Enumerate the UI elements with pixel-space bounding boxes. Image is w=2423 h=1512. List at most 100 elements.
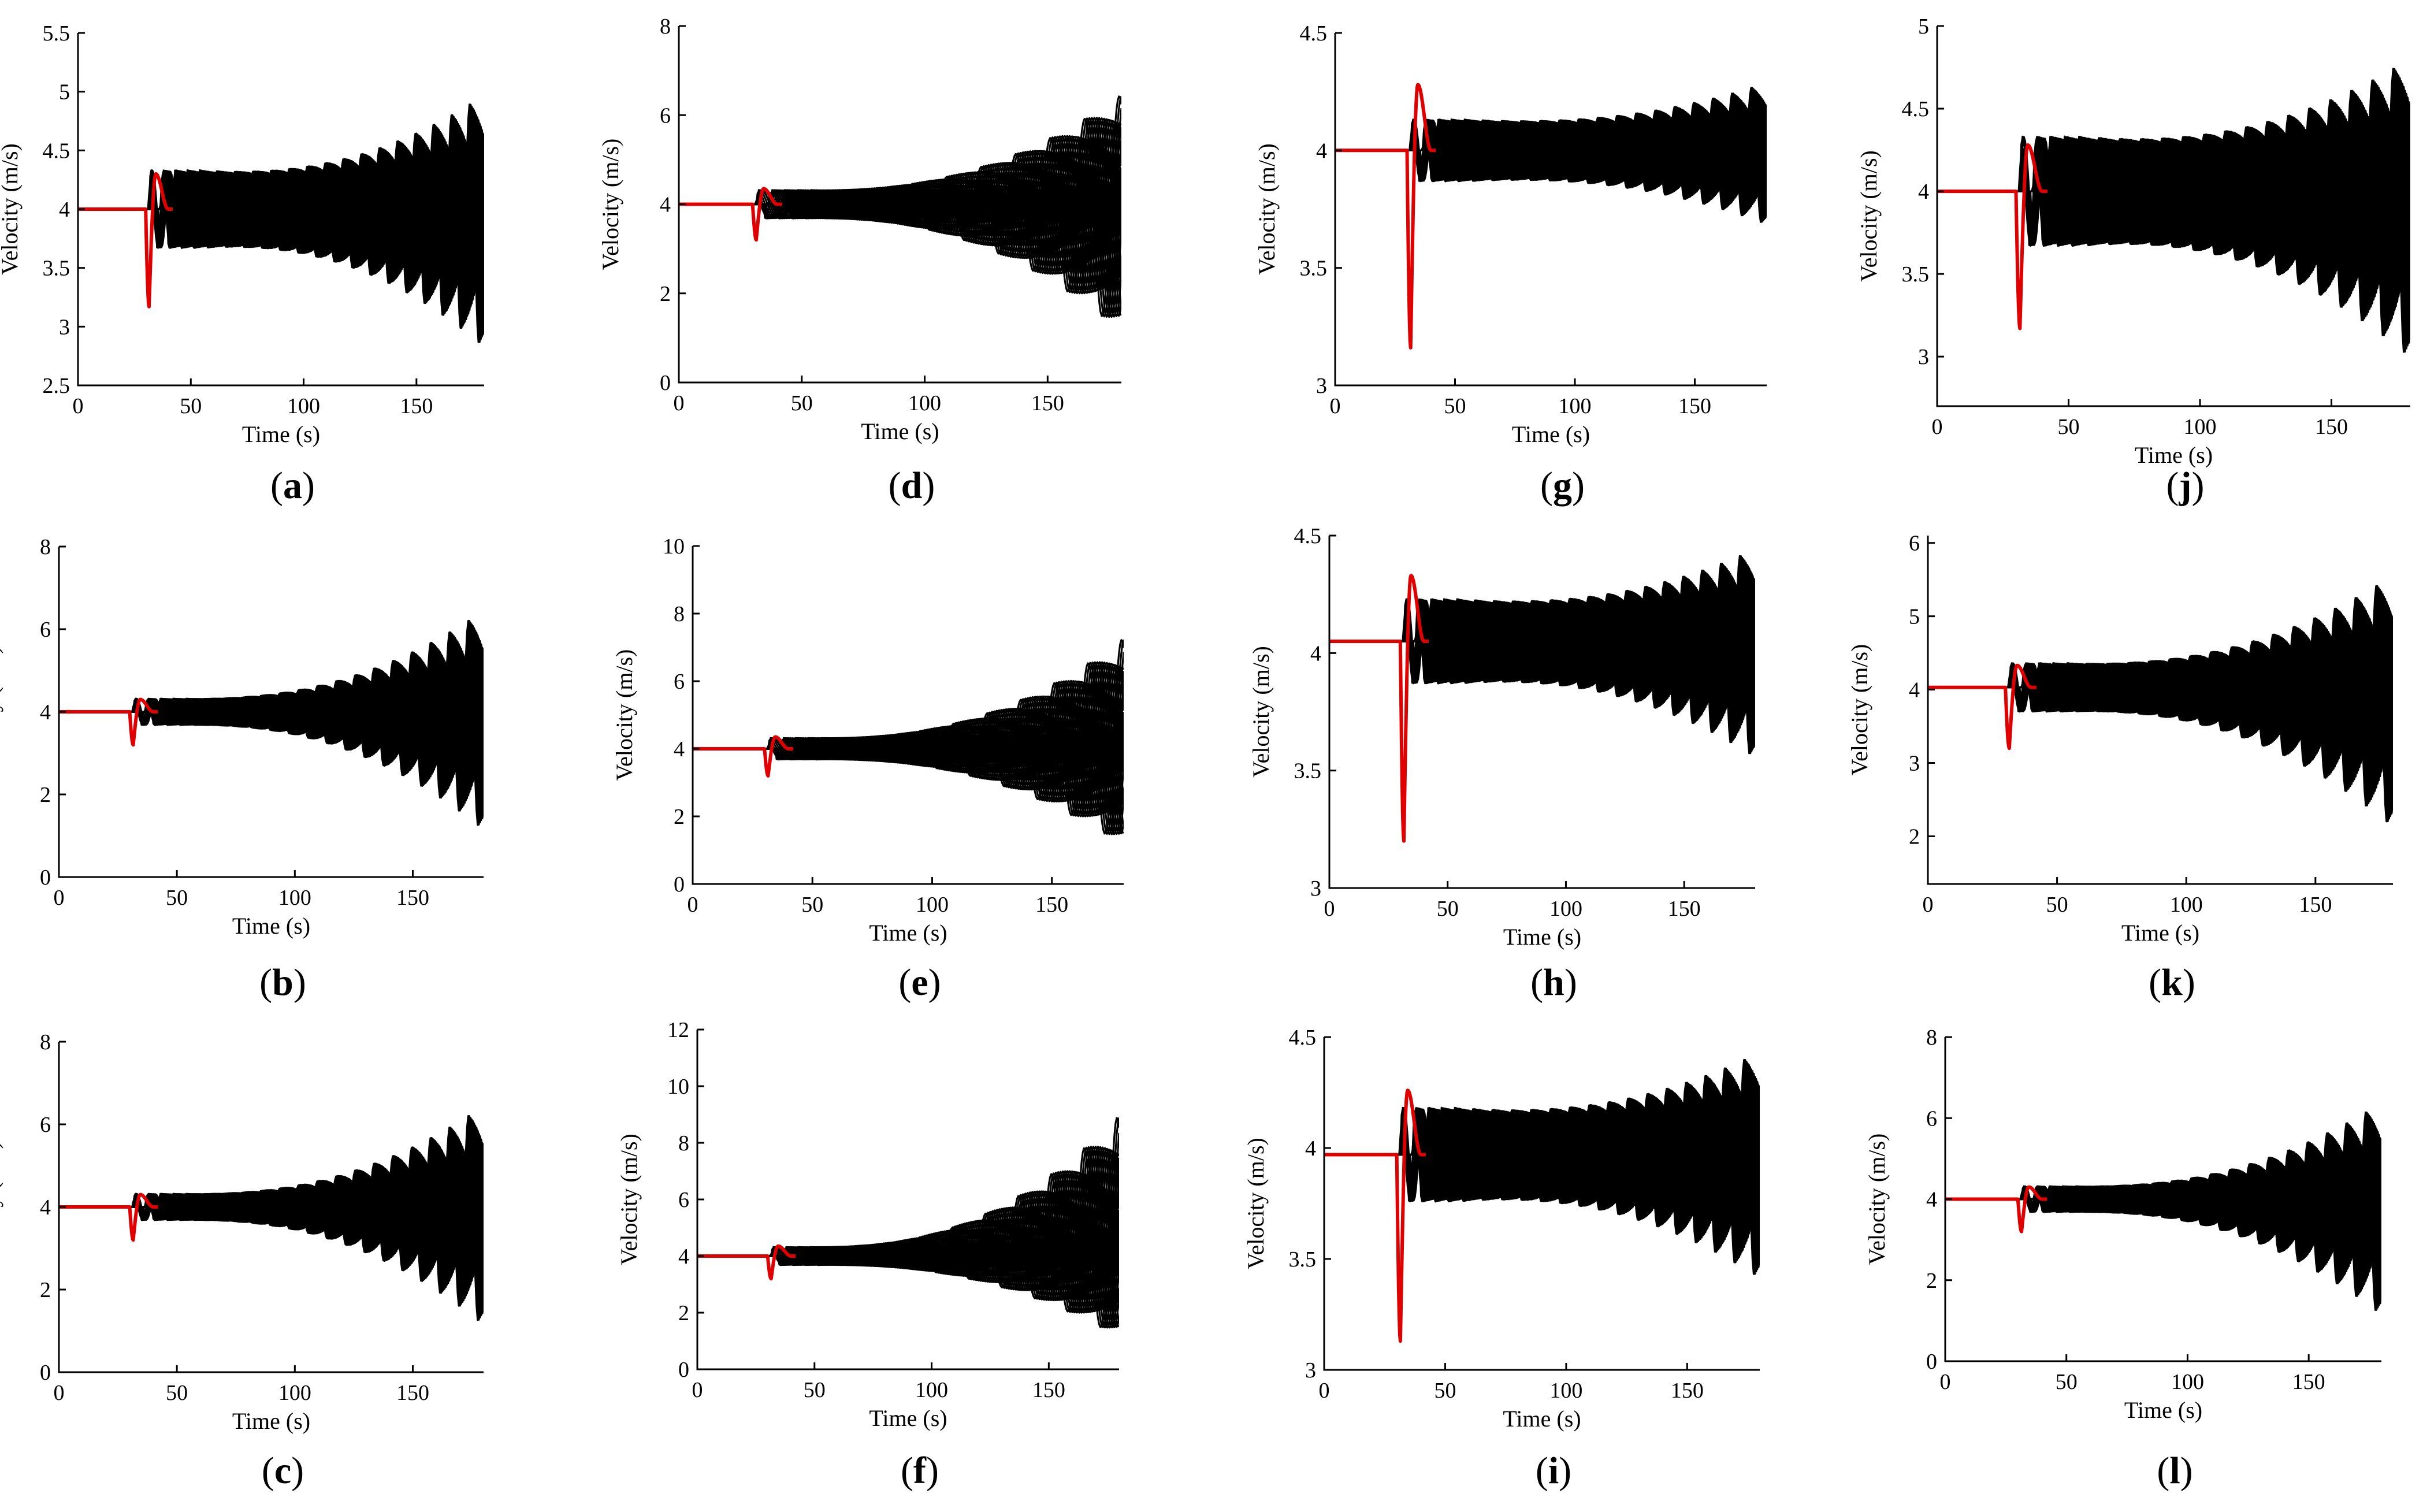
y-tick-label: 4 — [59, 198, 70, 222]
y-tick-label: 2 — [660, 282, 671, 306]
y-tick-label: 3.5 — [1902, 262, 1930, 287]
y-axis-label: Velocity (m/s) — [0, 143, 23, 275]
y-tick-label: 10 — [667, 1075, 689, 1099]
y-tick-label: 4 — [678, 1244, 689, 1269]
panel-label-c: (c) — [262, 1450, 304, 1492]
y-tick-label: 8 — [678, 1131, 689, 1156]
y-tick-label: 2 — [1909, 824, 1920, 849]
y-tick-label: 2 — [678, 1301, 689, 1325]
x-tick-label: 150 — [1035, 893, 1068, 917]
x-tick-label: 50 — [180, 394, 202, 418]
y-tick-label: 4 — [1909, 678, 1920, 703]
x-tick-label: 50 — [166, 886, 188, 910]
y-axis-label: Velocity (m/s) — [1248, 646, 1274, 778]
leader-line — [1928, 663, 2038, 751]
x-axis-label: Time (s) — [2124, 1397, 2202, 1423]
y-tick-label: 8 — [40, 535, 51, 559]
x-tick-label: 100 — [915, 1378, 948, 1402]
y-tick-label: 8 — [40, 1030, 51, 1054]
y-tick-label: 6 — [1926, 1106, 1937, 1131]
x-tick-label: 50 — [1434, 1379, 1456, 1403]
series-followers-c — [59, 1115, 484, 1321]
x-tick-label: 150 — [2292, 1370, 2325, 1394]
y-tick-label: 6 — [660, 103, 671, 128]
y-axis-label: Velocity (m/s) — [597, 139, 623, 270]
y-tick-label: 6 — [678, 1188, 689, 1212]
y-tick-label: 3 — [1909, 752, 1920, 776]
x-tick-label: 150 — [1671, 1379, 1704, 1403]
series-followers-i — [1324, 1058, 1760, 1343]
leader-line — [78, 172, 174, 309]
series-followers-d — [679, 95, 1121, 318]
x-tick-label: 150 — [1678, 394, 1711, 418]
y-axis-label: Velocity (m/s) — [0, 1141, 3, 1273]
x-tick-label: 50 — [2046, 893, 2068, 917]
panel-label-a: (a) — [270, 465, 315, 507]
y-axis-label: Velocity (m/s) — [1243, 1138, 1269, 1269]
leader-line — [59, 697, 159, 747]
y-tick-label: 6 — [674, 670, 685, 694]
leader-line — [697, 1244, 797, 1281]
x-axis-label: Time (s) — [242, 421, 320, 447]
y-tick-label: 3 — [1316, 374, 1327, 398]
y-tick-label: 2.5 — [43, 374, 70, 398]
y-tick-label: 0 — [40, 1361, 51, 1385]
panel-label-f: (f) — [901, 1450, 939, 1492]
leader-line — [1335, 83, 1437, 350]
y-tick-label: 0 — [1926, 1350, 1937, 1374]
y-tick-label: 4 — [1918, 180, 1929, 204]
y-tick-label: 3.5 — [1289, 1247, 1317, 1272]
y-axis-label: Velocity (m/s) — [1254, 143, 1280, 275]
x-tick-label: 150 — [2315, 415, 2348, 439]
panel-c: 0 50 100 150 0 2 4 6 8 Time (s) Velocity (m/s) (c) — [0, 1030, 484, 1492]
series-followers-k — [1928, 585, 2393, 823]
x-axis-label: Time (s) — [232, 913, 310, 939]
x-axis-label: Time (s) — [1503, 1406, 1581, 1432]
y-tick-label: 3 — [1305, 1358, 1316, 1383]
y-tick-label: 2 — [674, 805, 685, 829]
y-tick-label: 0 — [40, 865, 51, 890]
leader-line — [59, 1192, 159, 1242]
x-tick-label: 100 — [2171, 1370, 2204, 1394]
x-tick-label: 0 — [1330, 394, 1341, 418]
y-tick-label: 4.5 — [1902, 97, 1930, 121]
x-tick-label: 150 — [2299, 893, 2332, 917]
series-followers-a — [78, 103, 484, 343]
x-tick-label: 100 — [1549, 897, 1582, 921]
x-tick-label: 0 — [687, 893, 698, 917]
x-axis-label: Time (s) — [861, 418, 939, 444]
x-tick-label: 100 — [278, 1381, 311, 1405]
x-tick-label: 0 — [54, 1381, 65, 1405]
y-tick-label: 6 — [1909, 532, 1920, 556]
y-tick-label: 4 — [40, 700, 51, 725]
y-tick-label: 8 — [1926, 1026, 1937, 1050]
leader-line — [693, 735, 794, 778]
x-tick-label: 50 — [801, 893, 823, 917]
x-tick-label: 0 — [674, 391, 685, 415]
x-tick-label: 150 — [400, 394, 433, 418]
y-tick-label: 4.5 — [43, 139, 70, 163]
y-tick-label: 4.5 — [1300, 21, 1328, 46]
y-tick-label: 3.5 — [1300, 257, 1328, 281]
x-tick-label: 100 — [2170, 893, 2203, 917]
x-tick-label: 150 — [1031, 391, 1064, 415]
x-tick-label: 50 — [1437, 897, 1459, 921]
y-tick-label: 3.5 — [43, 257, 70, 281]
y-tick-label: 2 — [40, 1278, 51, 1302]
x-tick-label: 100 — [1559, 394, 1592, 418]
series-followers-j — [1937, 68, 2410, 353]
x-tick-label: 0 — [1324, 897, 1335, 921]
y-tick-label: 0 — [678, 1358, 689, 1382]
x-tick-label: 100 — [287, 394, 320, 418]
series-followers-l — [1945, 1111, 2381, 1311]
y-axis-label: Velocity (m/s) — [611, 649, 637, 781]
panel-label-h: (h) — [1530, 961, 1577, 1004]
y-tick-label: 0 — [660, 371, 671, 395]
y-tick-label: 3 — [59, 315, 70, 339]
x-tick-label: 50 — [1444, 394, 1466, 418]
x-axis-label: Time (s) — [2135, 442, 2213, 468]
y-tick-label: 3 — [1918, 345, 1929, 369]
y-tick-label: 8 — [660, 14, 671, 39]
axes — [1334, 33, 1767, 387]
panel-i: 0 50 100 150 3 3.5 4 4.5 Time (s) Velocity (m/s) (… — [1243, 1026, 1760, 1492]
